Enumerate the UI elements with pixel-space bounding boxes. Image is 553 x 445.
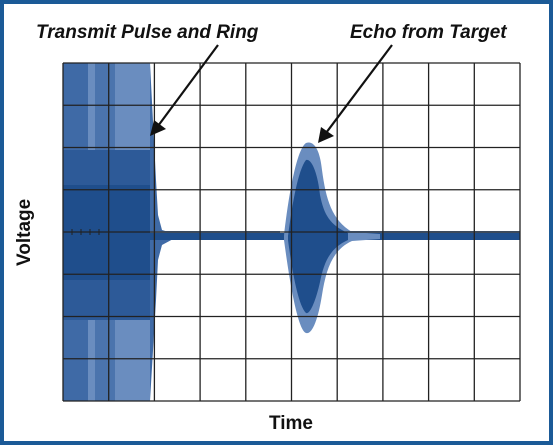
transmit-arrow xyxy=(150,44,219,136)
echo-label: Echo from Target xyxy=(350,22,507,43)
echo-arrow xyxy=(318,44,393,143)
grid xyxy=(62,62,521,402)
x-axis-label: Time xyxy=(269,413,314,434)
transmit-pulse-label: Transmit Pulse and Ring xyxy=(36,22,259,43)
center-ticks xyxy=(71,229,100,235)
y-axis-label: Voltage xyxy=(14,198,35,266)
